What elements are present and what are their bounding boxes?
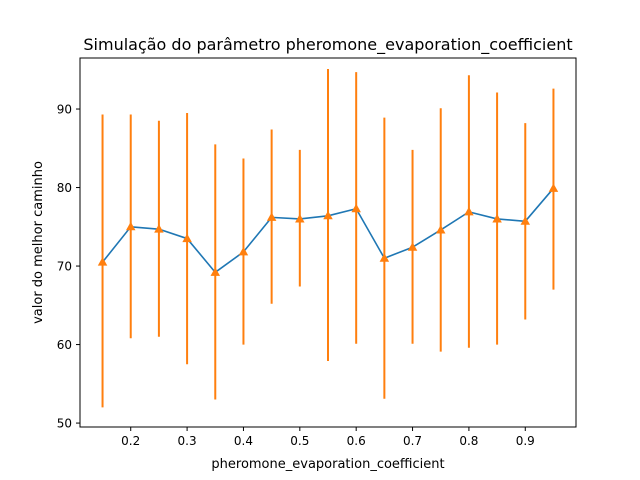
y-axis-label: valor do melhor caminho	[31, 161, 46, 324]
x-axis: 0.2 0.3 0.4 0.5 0.6 0.7 0.8 0.9	[121, 427, 535, 448]
x-tick-label: 0.9	[516, 434, 535, 448]
y-axis: 50 60 70 80 90	[57, 103, 80, 431]
data-point	[295, 213, 305, 223]
data-point	[548, 183, 559, 192]
y-tick-label: 50	[57, 417, 72, 431]
y-tick-label: 90	[57, 103, 72, 117]
data-point	[464, 206, 474, 216]
data-point	[97, 257, 108, 266]
x-tick-label: 0.7	[403, 434, 422, 448]
chart-title: Simulação do parâmetro pheromone_evapora…	[83, 35, 572, 55]
y-tick-label: 80	[57, 181, 72, 195]
x-tick-label: 0.3	[178, 434, 197, 448]
data-point	[520, 216, 531, 225]
data-point	[238, 246, 249, 256]
data-point	[323, 210, 333, 220]
x-axis-label: pheromone_evaporation_coefficient	[211, 457, 444, 472]
data-point	[379, 253, 390, 262]
data-point	[266, 212, 277, 221]
data-point	[435, 224, 446, 234]
y-tick-label: 60	[57, 338, 72, 352]
data-point	[125, 221, 136, 231]
y-tick-label: 70	[57, 260, 72, 274]
data-point	[182, 233, 192, 243]
data-point	[210, 267, 221, 276]
x-tick-label: 0.5	[290, 434, 309, 448]
plot-frame	[79, 57, 577, 428]
data-point	[492, 213, 502, 223]
x-tick-label: 0.6	[347, 434, 366, 448]
x-tick-label: 0.4	[234, 434, 253, 448]
data-point	[154, 224, 164, 233]
plot-marks	[97, 68, 559, 408]
data-point	[407, 242, 418, 251]
data-point	[351, 203, 361, 213]
x-tick-label: 0.8	[459, 434, 478, 448]
x-tick-label: 0.2	[121, 434, 140, 448]
